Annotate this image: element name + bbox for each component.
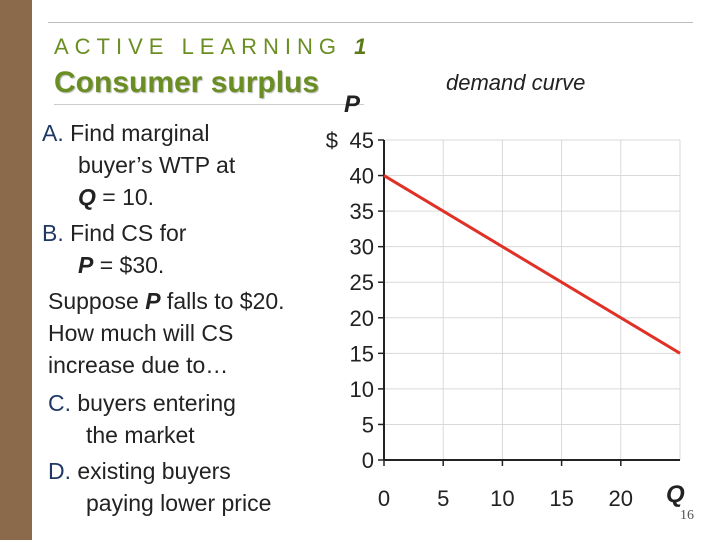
demand-curve-line [383, 174, 681, 355]
y-tick-label: 45 [350, 128, 374, 153]
question-c-letter: C. [48, 390, 71, 416]
question-c: C. buyers entering [48, 390, 236, 417]
scenario-pre: Suppose [48, 288, 146, 314]
y-tick-label: 25 [350, 270, 374, 295]
p-variable: P [145, 288, 161, 314]
question-b-value: = $30. [93, 252, 165, 278]
question-a-letter: A. [42, 120, 64, 146]
section-label: ACTIVE LEARNING 1 [54, 34, 372, 60]
question-d-letter: D. [48, 458, 71, 484]
chart-title: demand curve [446, 70, 586, 95]
question-d-line2: paying lower price [86, 490, 272, 516]
section-number: 1 [354, 34, 373, 59]
p-variable: P [78, 252, 94, 278]
y-tick-label: 0 [362, 448, 374, 473]
x-tick-label: 15 [549, 486, 573, 511]
scenario-line2: How much will CS [48, 320, 234, 346]
slide-title: Consumer surplus [54, 66, 320, 99]
y-tick-label: 15 [350, 341, 374, 366]
x-axis-label: Q [666, 481, 685, 508]
question-a: A. Find marginal [42, 120, 209, 147]
scenario-post: falls to $20. [160, 288, 285, 314]
slide-number: 16 [680, 508, 694, 523]
question-c-text: buyers entering [77, 390, 236, 416]
x-tick-label: 10 [490, 486, 514, 511]
scenario-line1: Suppose P falls to $20. [48, 288, 285, 315]
question-d-text: existing buyers [77, 458, 231, 484]
y-axis-label: P [344, 91, 361, 118]
q-variable: Q [78, 184, 96, 210]
y-tick-label: 40 [350, 164, 374, 189]
question-a-value: = 10. [95, 184, 155, 210]
question-b-text: Find CS for [70, 220, 187, 246]
question-b: B. Find CS for [42, 220, 186, 247]
question-a-text: Find marginal [70, 120, 210, 146]
x-tick-label: 5 [437, 486, 449, 511]
x-tick-label: 20 [609, 486, 633, 511]
y-tick-label: 35 [350, 199, 374, 224]
x-tick-label: 0 [378, 486, 390, 511]
question-c-line2: the market [86, 422, 195, 448]
question-a-line2: buyer’s WTP at [78, 152, 236, 178]
question-d: D. existing buyers [48, 458, 231, 485]
scenario-line3: increase due to… [48, 352, 229, 378]
y-tick-label: 20 [350, 306, 374, 331]
question-b-letter: B. [42, 220, 64, 246]
question-a-line3: Q = 10. [78, 184, 154, 211]
section-label-text: ACTIVE LEARNING [54, 34, 343, 59]
left-accent-stripe [0, 0, 32, 540]
y-tick-label: 30 [350, 235, 374, 260]
y-tick-label: 10 [350, 377, 374, 402]
y-axis-prefix: $ [326, 128, 338, 153]
y-tick-label: 5 [362, 412, 374, 437]
top-divider [48, 22, 693, 23]
question-b-line2: P = $30. [78, 252, 164, 279]
title-divider [54, 104, 364, 105]
